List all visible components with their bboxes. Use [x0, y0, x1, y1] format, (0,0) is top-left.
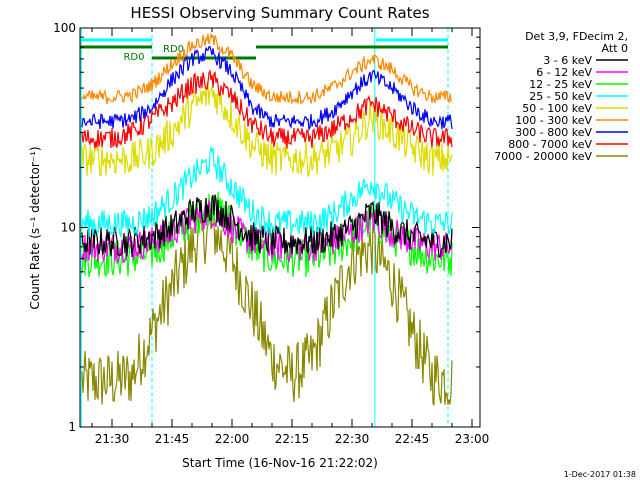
- rd-annotation: RD0: [163, 44, 184, 55]
- x-tick-label: 21:45: [155, 432, 190, 446]
- legend-label: 800 - 7000 keV: [508, 138, 592, 151]
- x-tick-label: 23:00: [455, 432, 490, 446]
- x-tick-label: 22:30: [335, 432, 370, 446]
- series-line-25-50-kev: [81, 146, 453, 238]
- rd-annotation: RD0: [123, 52, 144, 63]
- chart-title: HESSI Observing Summary Count Rates: [130, 4, 429, 22]
- series-line-3-6-kev: [81, 194, 453, 258]
- y-axis-label: Count Rate (s⁻¹ detector⁻¹): [28, 146, 42, 309]
- series-line-100-300-kev: [81, 33, 453, 105]
- legend-label: 7000 - 20000 keV: [494, 150, 592, 163]
- series-line-300-800-kev: [81, 46, 453, 131]
- legend-label: 100 - 300 keV: [515, 114, 592, 127]
- series-line-50-100-kev: [81, 81, 453, 178]
- x-tick-label: 22:00: [215, 432, 250, 446]
- x-axis-label: Start Time (16-Nov-16 21:22:02): [182, 456, 378, 470]
- x-tick-label: 22:15: [275, 432, 310, 446]
- legend-label: 3 - 6 keV: [543, 54, 592, 67]
- series-line-7000-20000-kev: [81, 203, 453, 406]
- legend-label: 50 - 100 keV: [522, 102, 592, 115]
- y-tick-label: 1: [68, 420, 76, 434]
- legend-label: 12 - 25 keV: [529, 78, 592, 91]
- plot-area: RD0 RD0: [80, 28, 453, 427]
- y-tick-label: 10: [61, 221, 76, 235]
- series-line-800-7000-kev: [81, 69, 453, 149]
- legend-header-1: Det 3,9, FDecim 2,: [525, 30, 628, 43]
- series-line-6-12-kev: [81, 199, 453, 264]
- timestamp: 1-Dec-2017 01:38: [564, 470, 636, 479]
- axes: 21:30 21:45 22:00 22:15 22:30 22:45 23:00 1 10 10…: [53, 21, 489, 446]
- y-tick-label: 100: [53, 21, 76, 35]
- legend-label: 25 - 50 keV: [529, 90, 592, 103]
- legend-label: 6 - 12 keV: [536, 66, 592, 79]
- x-tick-label: 22:45: [395, 432, 430, 446]
- x-tick-label: 21:30: [95, 432, 130, 446]
- legend-label: 300 - 800 keV: [515, 126, 592, 139]
- legend-header-2: Att 0: [602, 42, 628, 55]
